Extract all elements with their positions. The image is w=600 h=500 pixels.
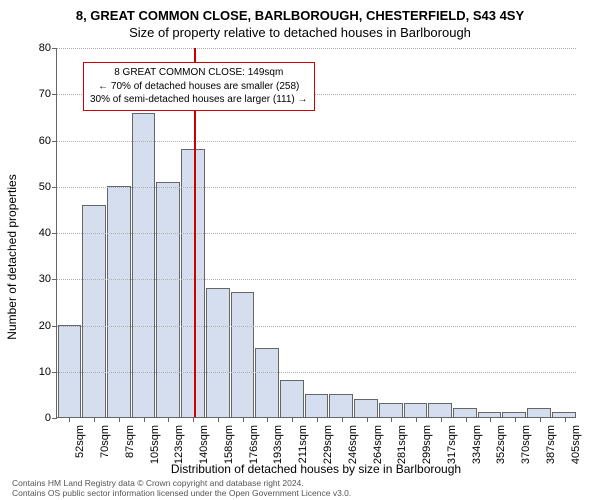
xtick-label: 299sqm bbox=[421, 425, 433, 464]
ytick-mark bbox=[52, 233, 57, 234]
bar bbox=[255, 348, 279, 417]
bar bbox=[181, 149, 205, 417]
ytick-label: 0 bbox=[45, 412, 51, 424]
gridline bbox=[57, 48, 576, 49]
xtick-label: 405sqm bbox=[570, 425, 582, 464]
bar bbox=[156, 182, 180, 417]
title-main: 8, GREAT COMMON CLOSE, BARLBOROUGH, CHES… bbox=[0, 0, 600, 23]
gridline bbox=[57, 141, 576, 142]
ytick-mark bbox=[52, 326, 57, 327]
xtick-mark bbox=[342, 417, 343, 422]
gridline bbox=[57, 279, 576, 280]
ytick-mark bbox=[52, 141, 57, 142]
bar bbox=[404, 403, 428, 417]
xtick-mark bbox=[243, 417, 244, 422]
bar bbox=[107, 186, 131, 417]
xtick-label: 229sqm bbox=[322, 425, 334, 464]
ytick-label: 10 bbox=[39, 366, 51, 378]
bar bbox=[206, 288, 230, 417]
xtick-label: 246sqm bbox=[347, 425, 359, 464]
bar bbox=[280, 380, 304, 417]
info-box: 8 GREAT COMMON CLOSE: 149sqm ← 70% of de… bbox=[83, 62, 315, 111]
xtick-mark bbox=[367, 417, 368, 422]
bar bbox=[329, 394, 353, 417]
xtick-label: 264sqm bbox=[372, 425, 384, 464]
bar bbox=[354, 399, 378, 417]
xtick-label: 317sqm bbox=[446, 425, 458, 464]
ytick-mark bbox=[52, 279, 57, 280]
xtick-mark bbox=[540, 417, 541, 422]
footer: Contains HM Land Registry data © Crown c… bbox=[12, 478, 351, 498]
xtick-mark bbox=[515, 417, 516, 422]
gridline bbox=[57, 233, 576, 234]
ytick-mark bbox=[52, 372, 57, 373]
xtick-label: 281sqm bbox=[396, 425, 408, 464]
xtick-mark bbox=[218, 417, 219, 422]
ytick-mark bbox=[52, 48, 57, 49]
xtick-label: 334sqm bbox=[471, 425, 483, 464]
ytick-label: 40 bbox=[39, 227, 51, 239]
chart-area: 01020304050607080 52sqm70sqm87sqm105sqm1… bbox=[56, 48, 576, 418]
xtick-mark bbox=[317, 417, 318, 422]
xtick-mark bbox=[69, 417, 70, 422]
ytick-label: 60 bbox=[39, 135, 51, 147]
xtick-label: 158sqm bbox=[223, 425, 235, 464]
xtick-mark bbox=[441, 417, 442, 422]
bar bbox=[379, 403, 403, 417]
xtick-label: 140sqm bbox=[198, 425, 210, 464]
xtick-mark bbox=[267, 417, 268, 422]
bar bbox=[82, 205, 106, 417]
xtick-label: 193sqm bbox=[272, 425, 284, 464]
xtick-mark bbox=[391, 417, 392, 422]
xtick-label: 123sqm bbox=[173, 425, 185, 464]
bar bbox=[231, 292, 255, 417]
xtick-label: 105sqm bbox=[149, 425, 161, 464]
xtick-label: 87sqm bbox=[124, 425, 136, 458]
xtick-label: 176sqm bbox=[248, 425, 260, 464]
xtick-mark bbox=[466, 417, 467, 422]
xtick-label: 211sqm bbox=[297, 425, 309, 463]
bar bbox=[305, 394, 329, 417]
bar bbox=[428, 403, 452, 417]
gridline bbox=[57, 326, 576, 327]
xtick-label: 52sqm bbox=[74, 425, 86, 458]
y-axis-label: Number of detached properties bbox=[5, 174, 19, 339]
xtick-mark bbox=[94, 417, 95, 422]
xtick-mark bbox=[144, 417, 145, 422]
ytick-label: 30 bbox=[39, 273, 51, 285]
gridline bbox=[57, 372, 576, 373]
xtick-mark bbox=[193, 417, 194, 422]
title-sub: Size of property relative to detached ho… bbox=[0, 23, 600, 40]
ytick-label: 20 bbox=[39, 320, 51, 332]
xtick-mark bbox=[119, 417, 120, 422]
xtick-mark bbox=[168, 417, 169, 422]
xtick-mark bbox=[565, 417, 566, 422]
ytick-label: 50 bbox=[39, 181, 51, 193]
info-line-2: ← 70% of detached houses are smaller (25… bbox=[90, 80, 308, 94]
bar bbox=[453, 408, 477, 417]
gridline bbox=[57, 187, 576, 188]
ytick-mark bbox=[52, 187, 57, 188]
xtick-mark bbox=[416, 417, 417, 422]
xtick-label: 352sqm bbox=[495, 425, 507, 464]
xtick-label: 370sqm bbox=[520, 425, 532, 464]
info-line-3: 30% of semi-detached houses are larger (… bbox=[90, 93, 308, 107]
xtick-label: 70sqm bbox=[99, 425, 111, 458]
xtick-label: 387sqm bbox=[545, 425, 557, 464]
info-line-1: 8 GREAT COMMON CLOSE: 149sqm bbox=[90, 66, 308, 80]
ytick-mark bbox=[52, 94, 57, 95]
ytick-label: 70 bbox=[39, 88, 51, 100]
footer-line-2: Contains OS public sector information li… bbox=[12, 488, 351, 498]
bar bbox=[527, 408, 551, 417]
footer-line-1: Contains HM Land Registry data © Crown c… bbox=[12, 478, 351, 488]
ytick-mark bbox=[52, 418, 57, 419]
x-axis-label: Distribution of detached houses by size … bbox=[56, 462, 576, 476]
ytick-label: 80 bbox=[39, 42, 51, 54]
xtick-mark bbox=[292, 417, 293, 422]
xtick-mark bbox=[490, 417, 491, 422]
